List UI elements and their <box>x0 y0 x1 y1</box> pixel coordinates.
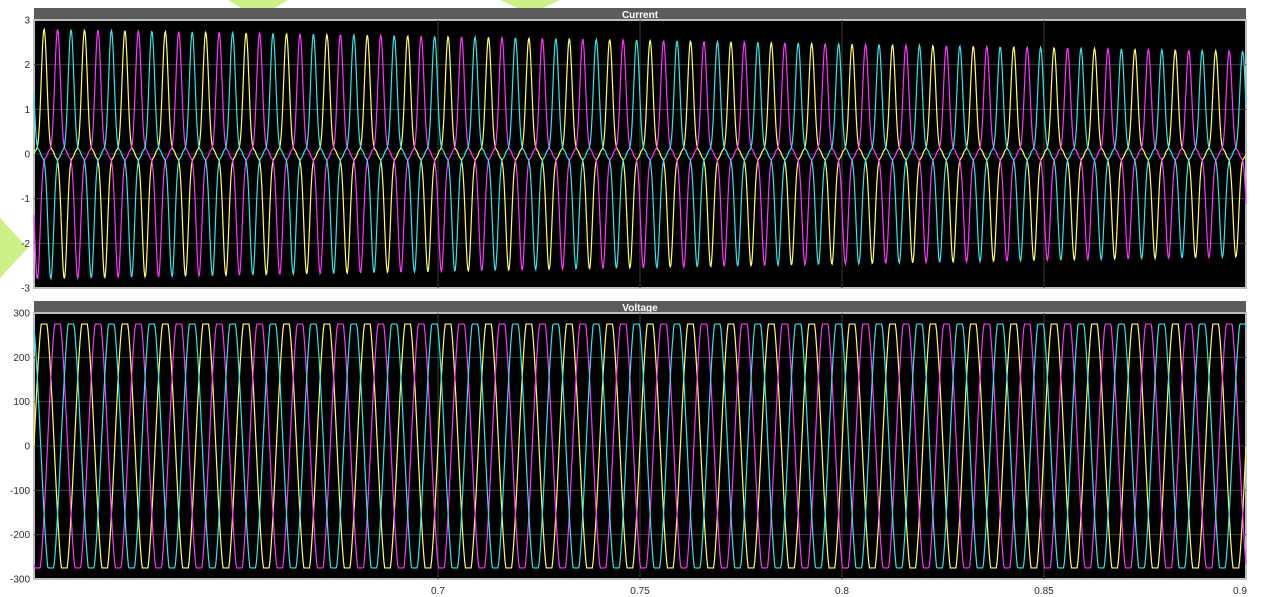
current-y-tick-label: 0 <box>24 150 30 161</box>
current-y-tick-label: 1 <box>24 105 30 116</box>
voltage-traces <box>33 323 1247 569</box>
current-phase-3-trace <box>33 28 1247 281</box>
x-tick-label: 0.85 <box>1034 586 1054 597</box>
current-phase-1-trace <box>33 27 1247 280</box>
current-title-bar <box>34 8 1246 20</box>
voltage-phase-3-trace <box>33 323 1247 569</box>
current-y-tick-label: -3 <box>21 284 30 295</box>
voltage-title-bar <box>34 301 1246 313</box>
current-y-tick-labels: -3 -2 -1 0 1 2 3 <box>21 16 30 295</box>
x-tick-labels: 0.7 0.75 0.8 0.85 0.9 <box>431 586 1247 597</box>
voltage-y-tick-label: -100 <box>10 486 30 497</box>
current-y-tick-label: 2 <box>24 60 30 71</box>
x-tick-label: 0.75 <box>630 586 650 597</box>
voltage-y-tick-label: -200 <box>10 530 30 541</box>
voltage-phase-2-trace <box>33 323 1247 569</box>
voltage-y-tick-label: 200 <box>13 353 30 364</box>
current-panel: Current -3 -2 -1 0 1 2 3 <box>21 8 1247 295</box>
voltage-y-tick-label: 100 <box>13 397 30 408</box>
current-traces <box>33 27 1247 281</box>
x-tick-label: 0.9 <box>1233 586 1247 597</box>
voltage-y-tick-label: -300 <box>10 575 30 586</box>
current-y-tick-label: -2 <box>21 239 30 250</box>
x-tick-label: 0.8 <box>835 586 849 597</box>
x-tick-label: 0.7 <box>431 586 445 597</box>
current-title: Current <box>622 10 659 21</box>
voltage-phase-1-trace <box>33 323 1247 569</box>
voltage-y-tick-label: 300 <box>13 309 30 320</box>
voltage-title: Voltage <box>622 303 658 314</box>
current-y-tick-label: -1 <box>21 194 30 205</box>
voltage-y-tick-label: 0 <box>24 442 30 453</box>
current-phase-2-trace <box>33 28 1247 281</box>
voltage-y-tick-labels: -300 -200 -100 0 100 200 300 <box>10 309 30 586</box>
current-y-tick-label: 3 <box>24 16 30 27</box>
